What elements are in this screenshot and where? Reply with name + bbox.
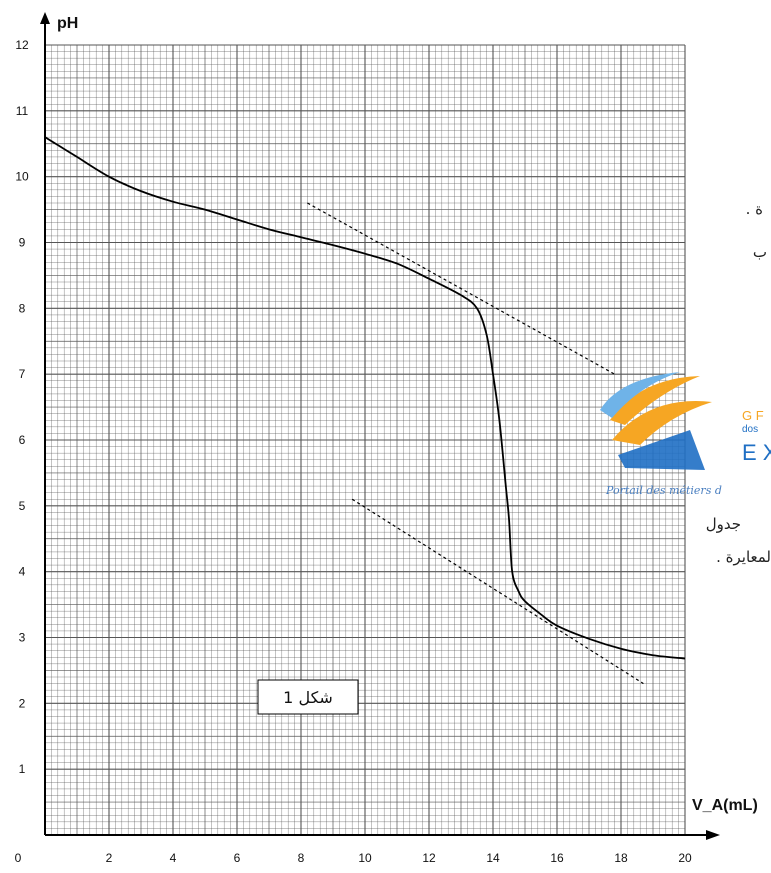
x-tick-label: 4 [170, 851, 177, 865]
x-tick-label: 0 [15, 851, 22, 865]
y-tick-label: 5 [19, 499, 26, 513]
x-tick-label: 20 [678, 851, 692, 865]
x-tick-label: 12 [422, 851, 436, 865]
watermark-logo: G F dos E X [600, 372, 771, 470]
y-tick-label: 2 [19, 696, 26, 710]
y-tick-label: 3 [19, 631, 26, 645]
logo-orange-swoosh [612, 401, 712, 445]
y-tick-label: 12 [15, 38, 29, 52]
side-text-3: جدول [705, 515, 741, 533]
logo-tagline: Portail des métiers d [606, 484, 722, 497]
x-tick-label: 14 [486, 851, 500, 865]
logo-text-big: E X [742, 440, 771, 465]
side-text-4: لمعايرة . [716, 548, 771, 566]
x-axis-label: V_A(mL) [692, 797, 758, 814]
figure-label-box [257, 679, 359, 715]
y-axis-label: pH [57, 15, 78, 32]
figure-label: شكل 1 [283, 688, 333, 707]
side-text-1: ة . [745, 200, 763, 218]
logo-light-blue-swoosh [600, 372, 680, 418]
logo-text-mid: dos [742, 424, 758, 435]
y-tick-label: 10 [15, 170, 29, 184]
y-axis-arrow [40, 12, 50, 24]
axes [40, 12, 720, 840]
logo-text-top: G F [742, 408, 764, 423]
y-tick-label: 11 [16, 104, 29, 118]
series-group [44, 136, 686, 685]
x-tick-label: 8 [298, 851, 305, 865]
grid [44, 44, 686, 836]
y-tick-label: 8 [19, 301, 26, 315]
x-tick-label: 2 [106, 851, 113, 865]
x-tick-label: 6 [234, 851, 241, 865]
x-axis-arrow [706, 830, 720, 840]
y-tick-label: 1 [19, 762, 26, 776]
tangent-line-1 [307, 202, 615, 375]
side-text-2: ب [752, 243, 767, 261]
y-tick-label: 7 [19, 367, 26, 381]
logo-blue-shape [618, 430, 705, 470]
logo-orange-swoosh-2 [610, 376, 700, 425]
x-tick-label: 18 [614, 851, 628, 865]
x-tick-label: 16 [550, 851, 564, 865]
titration-curve [44, 136, 686, 660]
y-tick-label: 6 [19, 433, 26, 447]
x-tick-label: 10 [358, 851, 372, 865]
y-tick-label: 4 [19, 565, 26, 579]
y-tick-label: 9 [19, 236, 26, 250]
